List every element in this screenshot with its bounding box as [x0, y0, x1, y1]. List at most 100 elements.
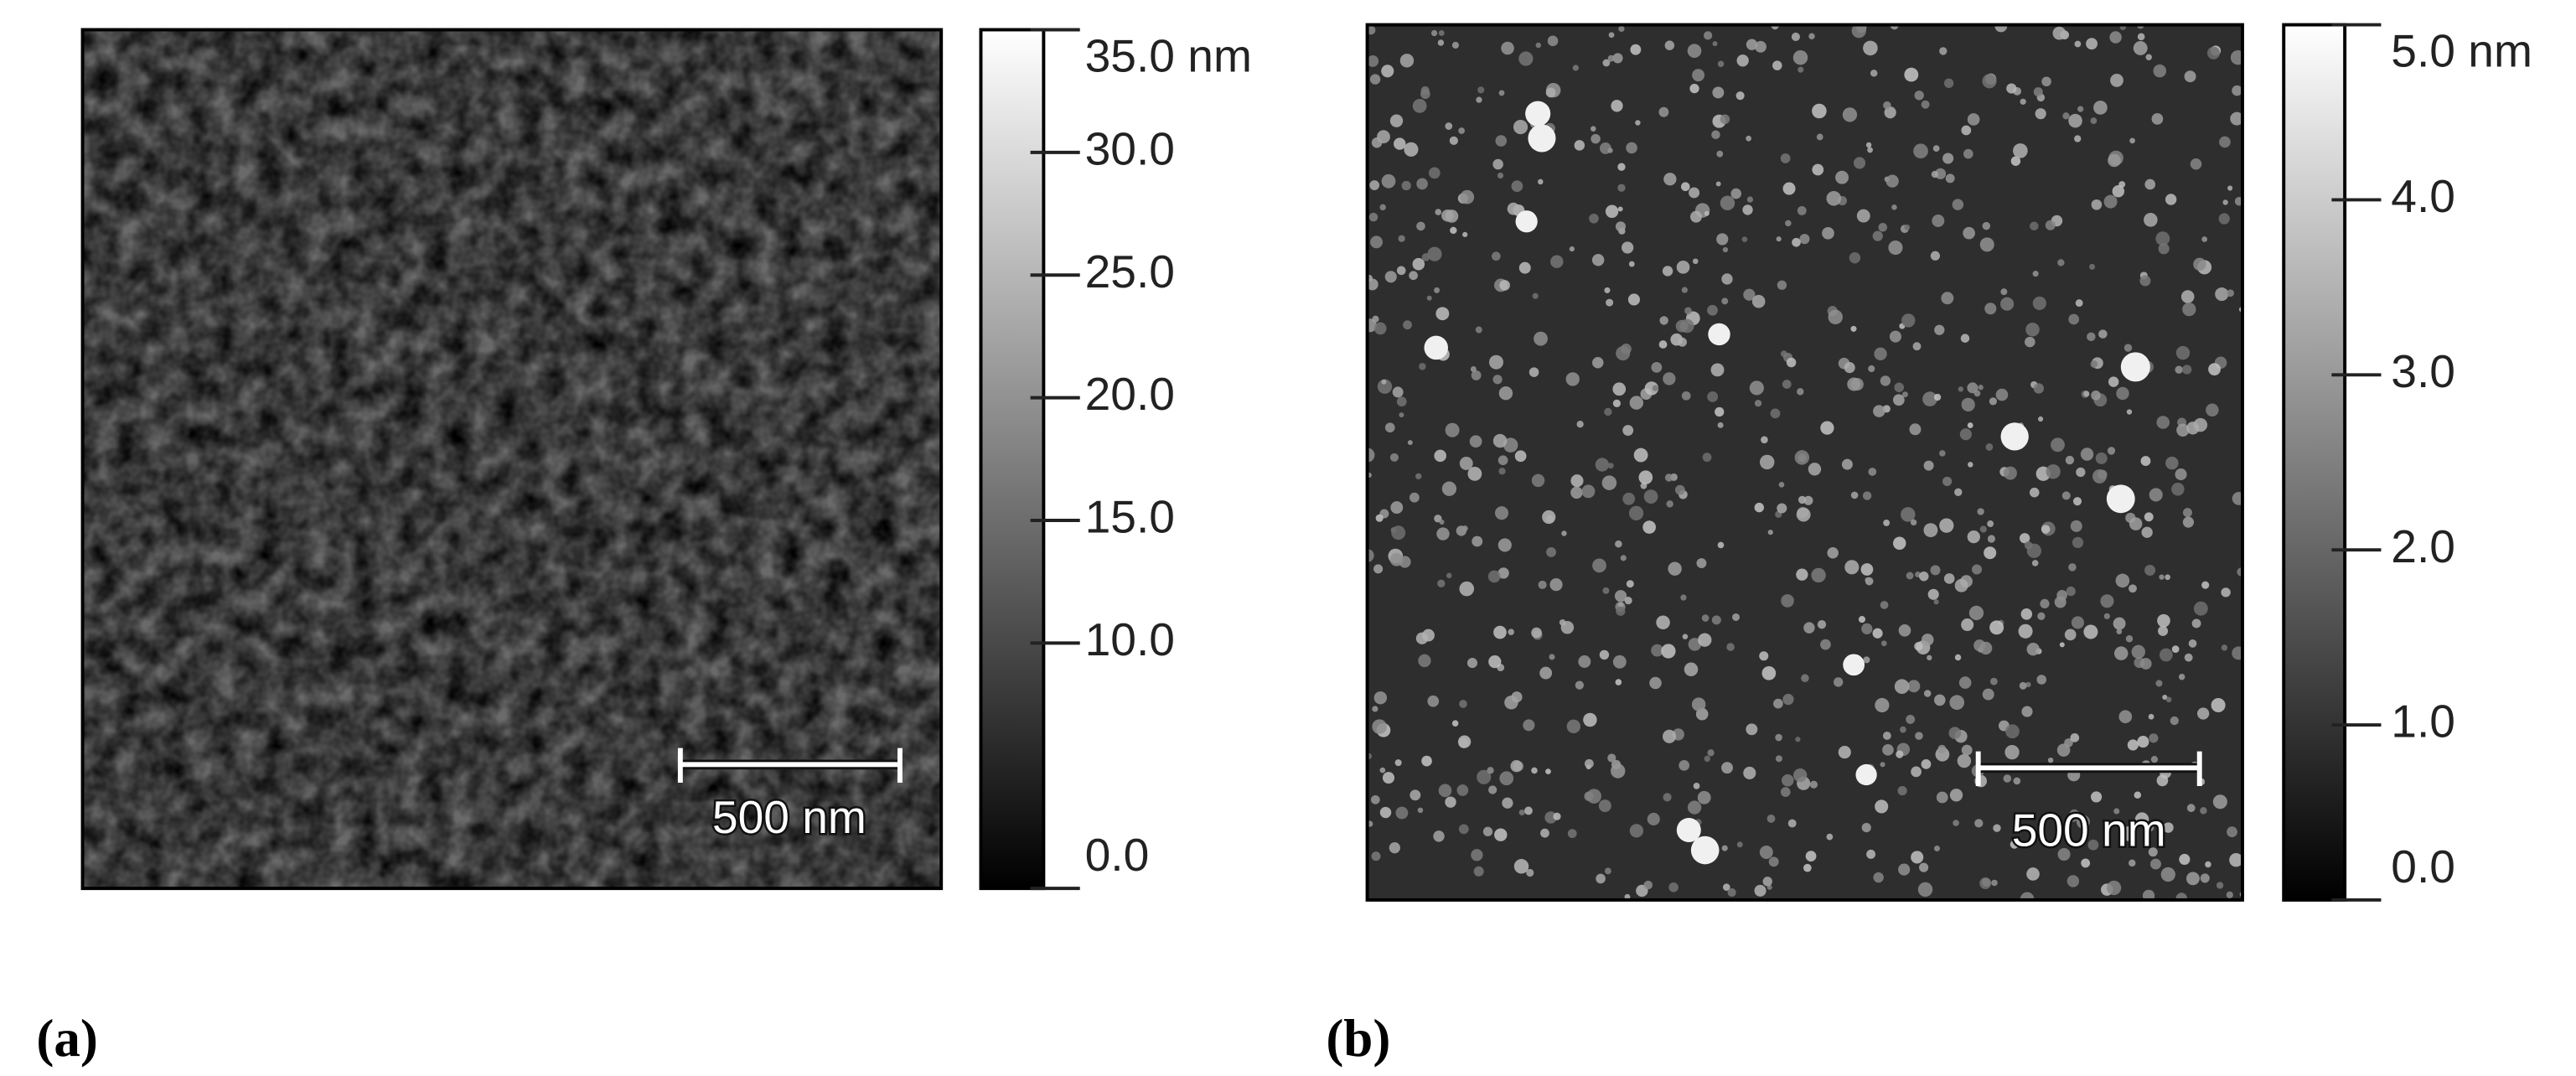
particle [1652, 385, 1659, 391]
particle [1930, 565, 1941, 576]
particle [1396, 266, 1406, 276]
panel-label: (b) [1326, 1009, 1390, 1068]
particle [1792, 50, 1808, 65]
particle [1611, 763, 1626, 779]
particle [1663, 793, 1672, 802]
particle [1954, 578, 1968, 592]
particle [2103, 613, 2110, 619]
particle [1711, 615, 1721, 625]
particle [2155, 680, 2163, 687]
particle [1722, 883, 1730, 891]
particle [1466, 658, 1478, 669]
particle [2103, 194, 2118, 209]
particle [2150, 858, 2161, 870]
particle [2080, 447, 2094, 461]
particle [2134, 791, 2142, 799]
particle [1456, 784, 1469, 796]
particle [1584, 758, 1594, 768]
particle [1862, 491, 1872, 500]
particle [1797, 388, 1804, 396]
large-particle [1708, 323, 1730, 346]
particle [2107, 880, 2122, 896]
particle [2035, 108, 2046, 120]
particle [1896, 750, 1904, 758]
particle [2186, 804, 2196, 813]
particle [2110, 74, 2123, 87]
particle [1531, 767, 1538, 774]
particle [2032, 271, 2039, 277]
particle [1633, 447, 1648, 463]
particle [1911, 851, 1924, 864]
particle [2144, 178, 2156, 190]
particle [1458, 127, 1465, 134]
particle [1754, 400, 1762, 407]
particle [1495, 135, 1508, 147]
particle [2145, 54, 2152, 60]
particle [1943, 573, 1955, 584]
particle [1518, 810, 1525, 816]
particle [2133, 41, 2148, 55]
particle [1545, 87, 1556, 98]
particle [1910, 519, 1917, 526]
particle [2095, 452, 2108, 464]
particle [2159, 648, 2173, 662]
particle [1488, 354, 1503, 370]
particle [1421, 755, 1432, 767]
particle [1822, 226, 1834, 240]
particle [1504, 695, 1518, 710]
particle [1707, 391, 1719, 402]
particle [2046, 464, 2061, 479]
particle [1420, 85, 1430, 96]
particle [1524, 806, 1533, 815]
colorbar-tick-label: 10.0 [1085, 613, 1175, 665]
particle [1570, 474, 1584, 488]
particle [1717, 60, 1725, 68]
particle [1434, 515, 1442, 523]
particle [2230, 111, 2242, 126]
particle [1775, 733, 1782, 742]
particle [1542, 510, 1556, 525]
particle [1838, 746, 1851, 759]
particle [1703, 31, 1713, 40]
particle [1430, 29, 1438, 37]
particle [2121, 826, 2136, 841]
particle [1684, 307, 1692, 315]
particle [2123, 344, 2133, 352]
particle [1499, 280, 1510, 291]
particle [1979, 237, 1994, 252]
particle [1418, 654, 1431, 668]
particle [2170, 716, 2179, 726]
particle [1982, 877, 1991, 887]
particle [1949, 789, 1963, 802]
particle [2020, 98, 2026, 105]
particle [1451, 41, 1459, 49]
particle [1782, 773, 1794, 787]
particle [1811, 567, 1826, 583]
particle [1742, 204, 1753, 215]
particle [1626, 580, 1634, 588]
particle [1715, 181, 1721, 187]
particle [1687, 44, 1702, 58]
particle [1949, 695, 1965, 711]
particle [1367, 278, 1379, 291]
particle [2024, 541, 2033, 550]
particle [2032, 296, 2046, 311]
particle [2182, 516, 2195, 528]
particle [1736, 841, 1743, 848]
particle [1492, 158, 1503, 170]
particle [1701, 614, 1710, 622]
particle [1680, 182, 1690, 192]
particle [1844, 362, 1855, 374]
particle [1883, 520, 1891, 526]
particle [1415, 473, 1422, 480]
particle [2158, 243, 2170, 255]
colorbar [979, 28, 1046, 891]
particle [1611, 100, 1623, 112]
colorbar [2282, 23, 2347, 902]
particle [1459, 700, 1467, 708]
particle [2029, 487, 2040, 498]
particle [1759, 651, 1769, 661]
particle [1874, 347, 1887, 360]
particle [1427, 246, 1442, 261]
particle [1538, 580, 1547, 589]
